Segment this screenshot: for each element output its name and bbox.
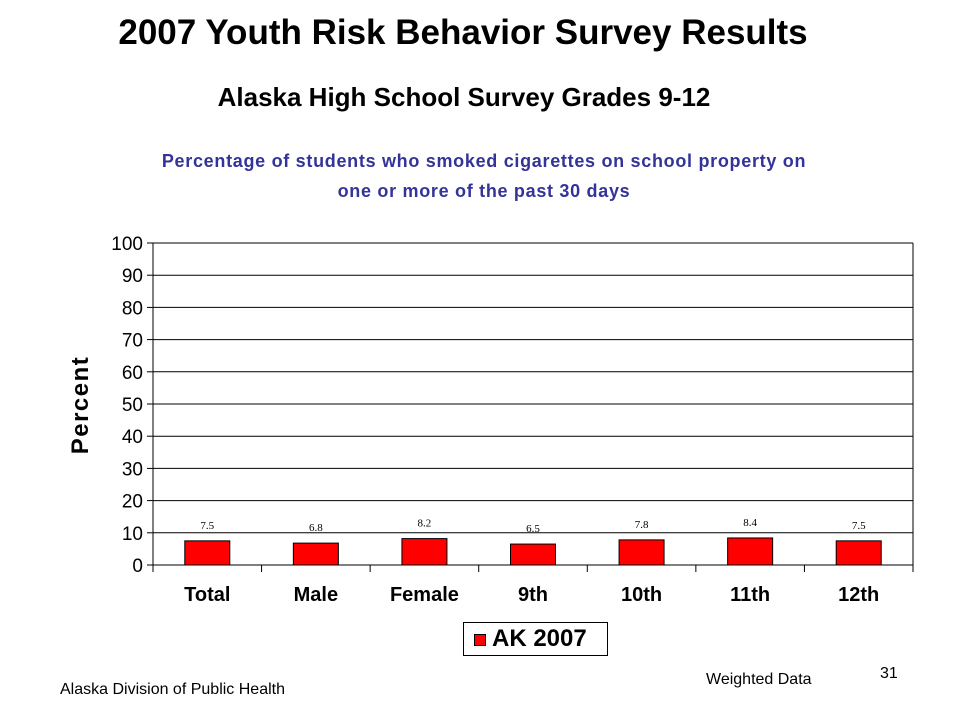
data-label-female: 8.2 <box>418 518 432 530</box>
y-tick-label: 80 <box>122 298 143 319</box>
page-number: 31 <box>880 665 898 682</box>
data-label-10th: 7.8 <box>635 519 649 531</box>
slide-title: 2007 Youth Risk Behavior Survey Results <box>118 13 808 52</box>
bars <box>184 537 882 566</box>
x-tick-label-total: Total <box>184 584 230 606</box>
data-label-11th: 8.4 <box>743 517 757 529</box>
y-tick-label: 70 <box>122 331 143 352</box>
x-tick-label-male: Male <box>294 584 338 606</box>
y-tick-label: 40 <box>122 427 143 448</box>
data-label-9th: 6.5 <box>526 523 540 535</box>
data-label-total: 7.5 <box>200 520 214 532</box>
bar-12th <box>835 540 882 566</box>
bar-9th <box>510 543 556 566</box>
data-label-12th: 7.5 <box>852 520 866 532</box>
y-tick-label: 10 <box>122 524 143 545</box>
legend-label-ak-2007: AK 2007 <box>492 625 587 652</box>
chart-title-line-2: one or more of the past 30 days <box>337 181 631 201</box>
y-tick-label: 20 <box>122 492 143 513</box>
x-tick-label-11th: 11th <box>730 584 770 606</box>
y-tick-label: 30 <box>122 459 143 480</box>
bar-10th <box>618 539 665 566</box>
y-tick-label: 0 <box>132 556 143 577</box>
x-tick-label-12th: 12th <box>838 584 879 606</box>
bar-11th <box>727 537 774 566</box>
y-tick-label: 60 <box>122 363 143 384</box>
y-axis-label: Percent <box>67 356 94 455</box>
footer-weighted-note: Weighted Data <box>706 671 812 688</box>
footer-organization: Alaska Division of Public Health <box>60 681 285 698</box>
gridlines <box>147 242 914 572</box>
chart-title-line-1: Percentage of students who smoked cigare… <box>161 151 807 171</box>
y-tick-label: 50 <box>122 395 143 416</box>
y-tick-label: 100 <box>111 234 143 255</box>
bar-female <box>401 538 448 566</box>
labels: 0 10 20 30 40 50 60 70 80 90 100 7.5 Total 6.8 Male 8.2… <box>111 234 879 606</box>
bar-male <box>292 542 339 566</box>
legend-swatch-ak-2007 <box>474 634 486 646</box>
bar-total <box>184 540 231 566</box>
x-tick-label-10th: 10th <box>621 584 662 606</box>
chart-legend: AK 2007 <box>463 622 608 656</box>
x-tick-label-9th: 9th <box>518 584 548 606</box>
y-tick-label: 90 <box>122 266 143 287</box>
chart-title: Percentage of students who smoked cigare… <box>8 146 960 206</box>
slide-subtitle: Alaska High School Survey Grades 9-12 <box>217 82 711 112</box>
data-label-male: 6.8 <box>309 522 323 534</box>
x-tick-label-female: Female <box>390 584 459 606</box>
